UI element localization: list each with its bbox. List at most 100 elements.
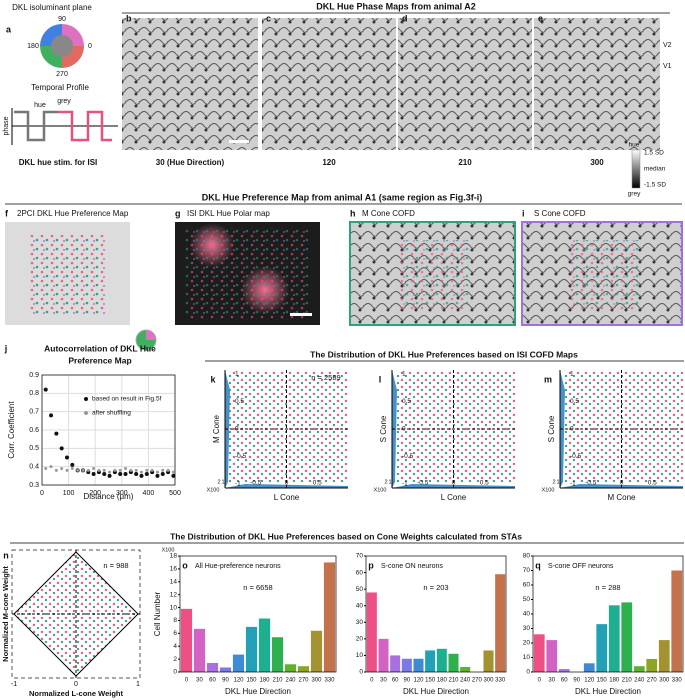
panel-letter: d bbox=[402, 13, 408, 23]
bar bbox=[583, 663, 595, 672]
bar bbox=[401, 658, 412, 672]
x-tick-label: 90 bbox=[573, 678, 580, 684]
panel-title: ISI DKL Hue Polar map bbox=[187, 209, 270, 218]
x-tick-label: 180 bbox=[437, 678, 448, 684]
tick-label: 0.5 bbox=[235, 398, 244, 405]
y-tick-label: 30 bbox=[356, 619, 364, 626]
panel-letter: q bbox=[535, 560, 541, 570]
x-tick-label: 90 bbox=[403, 678, 410, 684]
label: hue bbox=[34, 102, 46, 109]
data-point bbox=[145, 468, 149, 472]
x-tick-label: 150 bbox=[246, 678, 257, 684]
bar bbox=[460, 667, 471, 672]
scatter-cloud bbox=[396, 370, 515, 482]
label: X100 bbox=[207, 487, 220, 493]
data-point bbox=[59, 446, 64, 451]
x-tick-label: 270 bbox=[647, 678, 658, 684]
bar bbox=[219, 667, 232, 672]
data-point bbox=[54, 468, 58, 472]
label: 90 bbox=[58, 16, 66, 23]
x-tick-label: 0 bbox=[40, 490, 44, 497]
tick-label: 1 bbox=[235, 371, 239, 378]
y-tick-label: 2 bbox=[173, 656, 177, 663]
data-point bbox=[124, 467, 128, 470]
x-tick-label: 330 bbox=[495, 678, 506, 684]
data-point bbox=[70, 462, 75, 467]
panel-letter: h bbox=[350, 208, 356, 218]
bar bbox=[633, 666, 645, 672]
data-point bbox=[44, 467, 48, 470]
label: Cell Number bbox=[153, 591, 162, 636]
label: -1 bbox=[11, 681, 17, 688]
x-tick-label: 150 bbox=[425, 678, 436, 684]
bar bbox=[390, 655, 401, 672]
label: L Cone bbox=[274, 493, 300, 502]
label: V1 bbox=[663, 63, 672, 70]
data-point bbox=[155, 473, 160, 478]
data-point bbox=[65, 468, 69, 472]
y-tick-label: 40 bbox=[356, 602, 364, 609]
section-title: DKL Hue Phase Maps from animal A2 bbox=[316, 1, 476, 11]
panel-letter: l bbox=[379, 374, 382, 384]
label: X100 bbox=[374, 487, 387, 493]
tick-label: 1 bbox=[570, 371, 574, 378]
data-point bbox=[118, 468, 122, 472]
y-tick-label: 60 bbox=[356, 569, 364, 576]
y-tick-label: 18 bbox=[170, 553, 178, 560]
caption: 300 bbox=[590, 158, 604, 167]
y-tick-label: 20 bbox=[523, 640, 531, 647]
color-wheel bbox=[40, 24, 84, 68]
x-tick-label: 120 bbox=[413, 678, 424, 684]
x-tick-label: 240 bbox=[634, 678, 645, 684]
data-point bbox=[102, 468, 106, 472]
bar bbox=[297, 666, 310, 672]
data-point bbox=[134, 468, 138, 472]
label: n = 2589 bbox=[311, 373, 340, 382]
x-tick-label: 300 bbox=[659, 678, 670, 684]
label: 0 bbox=[88, 43, 92, 50]
bar bbox=[483, 650, 494, 672]
y-tick-label: 10 bbox=[356, 652, 364, 659]
data-point bbox=[144, 472, 149, 476]
data-point bbox=[123, 472, 128, 476]
plot-frame bbox=[179, 555, 337, 673]
panel-letter: i bbox=[522, 208, 525, 218]
panel-letter: n bbox=[3, 550, 9, 560]
x-tick-label: 120 bbox=[584, 678, 595, 684]
y-tick-label: 12 bbox=[170, 591, 178, 598]
panel-letter: a bbox=[6, 24, 12, 34]
rule-lines bbox=[5, 12, 684, 544]
data-point bbox=[76, 468, 80, 472]
label: -1.5 SD bbox=[644, 182, 666, 189]
label: Normalized M-cone Weight bbox=[1, 566, 10, 662]
panel-title: M Cone COFD bbox=[362, 209, 415, 218]
temporal-profile bbox=[11, 108, 118, 145]
tick-label: 0 bbox=[570, 426, 574, 433]
panel-letter: m bbox=[544, 374, 552, 384]
data-point bbox=[113, 468, 117, 472]
label: DKL hue stim. for ISI bbox=[19, 158, 98, 167]
label: median bbox=[644, 166, 666, 173]
panel-letter: p bbox=[368, 560, 374, 570]
label: 180 bbox=[27, 43, 39, 50]
y-tick-label: 0 bbox=[173, 669, 177, 676]
data-point bbox=[108, 470, 112, 474]
y-tick-label: 0.6 bbox=[29, 427, 39, 434]
caption: 210 bbox=[458, 158, 472, 167]
tick-label: 0 bbox=[620, 480, 624, 487]
label: Temporal Profile bbox=[31, 83, 89, 92]
bar bbox=[366, 592, 377, 672]
bar bbox=[232, 654, 245, 672]
y-tick-label: 0.8 bbox=[29, 390, 39, 397]
plot-frame bbox=[41, 374, 176, 486]
legend-label: after shuffling bbox=[92, 410, 131, 417]
x-tick-label: 300 bbox=[116, 490, 128, 497]
y-tick-label: 4 bbox=[173, 643, 177, 650]
data-point bbox=[171, 470, 175, 474]
label: DKL Hue Direction bbox=[575, 687, 641, 696]
section-title: DKL Hue Preference Map from animal A1 (s… bbox=[202, 192, 483, 202]
panel-title: S-cone ON neurons bbox=[381, 563, 443, 570]
data-point bbox=[49, 465, 53, 469]
data-point bbox=[118, 472, 123, 476]
label: Autocorrelation of DKL Hue bbox=[44, 343, 156, 353]
